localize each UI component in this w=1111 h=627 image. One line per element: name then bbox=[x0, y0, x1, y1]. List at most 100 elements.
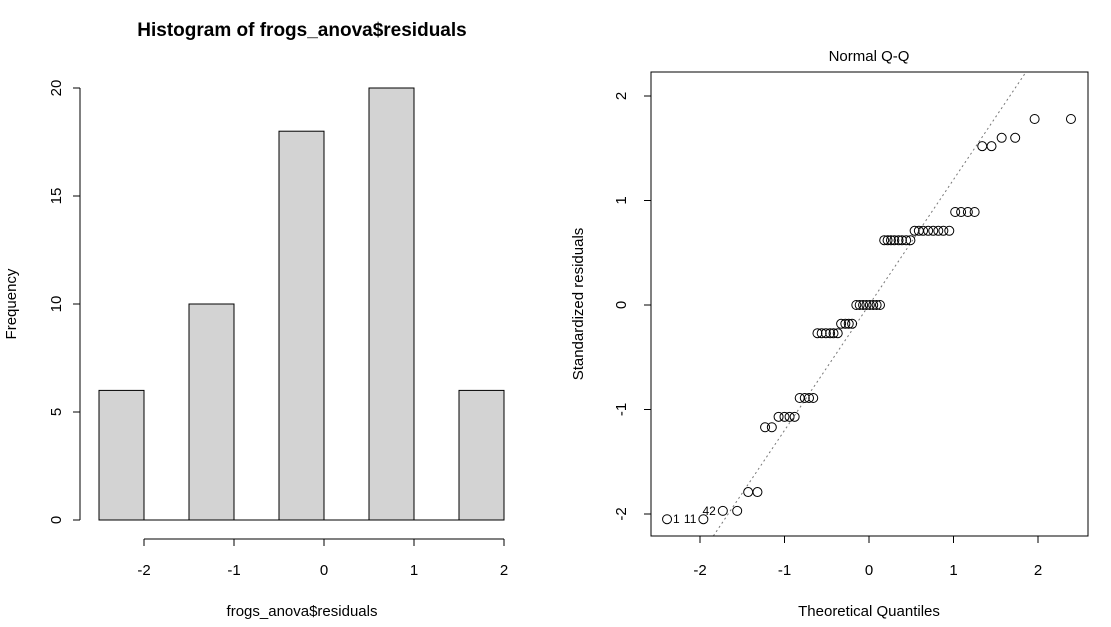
histogram-x-tick-label: 2 bbox=[500, 562, 508, 579]
qq-point bbox=[847, 318, 858, 329]
histogram-x-tick-label: -1 bbox=[227, 562, 240, 579]
qq-y-tick-label: -2 bbox=[613, 507, 630, 520]
qq-x-tick-label: 0 bbox=[865, 562, 873, 579]
qq-point-label: 11 bbox=[684, 512, 697, 526]
histogram-bars bbox=[98, 87, 505, 521]
qq-point bbox=[732, 505, 743, 516]
histogram-panel: Histogram of frogs_anova$residuals -2 -1 0… bbox=[3, 20, 508, 620]
histogram-y-tick-label: 10 bbox=[48, 296, 65, 313]
qq-point bbox=[923, 225, 934, 236]
histogram-x-tick-label: -2 bbox=[137, 562, 150, 579]
qq-x-tick-label: 2 bbox=[1034, 562, 1042, 579]
qq-point bbox=[962, 206, 973, 217]
qq-point bbox=[901, 235, 912, 246]
qq-point bbox=[950, 206, 961, 217]
qq-point bbox=[820, 328, 831, 339]
qq-point bbox=[843, 318, 854, 329]
qq-point bbox=[717, 505, 728, 516]
histogram-bar bbox=[458, 389, 505, 521]
qq-point bbox=[784, 411, 795, 422]
qq-points bbox=[662, 113, 1076, 525]
qq-x-tick-label: -1 bbox=[778, 562, 791, 579]
qq-point bbox=[851, 300, 862, 310]
histogram-x-axis-title: frogs_anova$residuals bbox=[227, 603, 378, 620]
qq-point bbox=[773, 411, 784, 422]
qq-point bbox=[858, 300, 869, 310]
qq-point bbox=[779, 411, 790, 422]
qq-point bbox=[868, 300, 879, 310]
histogram-y-tick-label: 15 bbox=[48, 188, 65, 205]
histogram-y-axis: 0 5 10 15 20 bbox=[48, 80, 81, 524]
qq-point bbox=[879, 235, 890, 246]
qq-y-tick-label: 1 bbox=[613, 196, 630, 204]
histogram-y-tick-label: 0 bbox=[48, 516, 65, 524]
histogram-y-tick-label: 20 bbox=[48, 80, 65, 97]
qq-point bbox=[804, 393, 815, 404]
qq-point bbox=[909, 225, 920, 236]
qq-x-axis: -2 -1 0 1 2 bbox=[693, 535, 1042, 579]
qq-y-axis: -2 -1 0 1 2 bbox=[613, 92, 651, 521]
qq-x-axis-title: Theoretical Quantiles bbox=[798, 603, 940, 620]
qq-point bbox=[882, 235, 893, 246]
histogram-y-tick-label: 5 bbox=[48, 408, 65, 416]
qq-point bbox=[864, 300, 875, 310]
qq-point-label: 42 bbox=[702, 504, 716, 518]
qq-point bbox=[885, 235, 896, 246]
qq-point bbox=[698, 514, 709, 525]
histogram-bar bbox=[188, 303, 235, 521]
qq-point bbox=[808, 393, 819, 404]
qq-point bbox=[896, 235, 907, 246]
qq-point bbox=[854, 300, 865, 310]
qq-point-label: 1 bbox=[673, 512, 680, 526]
qq-point bbox=[816, 328, 827, 339]
qq-reference-line bbox=[712, 71, 1027, 537]
qq-point bbox=[871, 300, 882, 310]
qq-point bbox=[861, 300, 872, 310]
qq-point bbox=[944, 225, 955, 236]
histogram-bar bbox=[368, 87, 415, 521]
histogram-bar bbox=[278, 130, 325, 521]
qq-point bbox=[789, 411, 800, 422]
qq-point bbox=[938, 225, 949, 236]
qq-point bbox=[969, 206, 980, 217]
qq-point bbox=[996, 132, 1007, 143]
qq-point bbox=[905, 235, 916, 246]
qq-point bbox=[918, 225, 929, 236]
qq-point bbox=[956, 206, 967, 217]
qq-point bbox=[832, 328, 843, 339]
qq-point bbox=[893, 235, 904, 246]
qq-point bbox=[933, 225, 944, 236]
histogram-title: Histogram of frogs_anova$residuals bbox=[137, 20, 466, 41]
qq-y-tick-label: 0 bbox=[613, 301, 630, 309]
qq-point bbox=[1029, 113, 1040, 124]
qq-y-tick-label: 2 bbox=[613, 92, 630, 100]
qq-point bbox=[828, 328, 839, 339]
histogram-x-axis: -2 -1 0 1 2 bbox=[137, 538, 508, 579]
qq-y-axis-title: Standardized residuals bbox=[570, 228, 587, 381]
qq-point bbox=[1010, 132, 1021, 143]
qq-plot-title: Normal Q-Q bbox=[829, 48, 910, 65]
qq-point bbox=[836, 318, 847, 329]
qq-point bbox=[1065, 113, 1076, 124]
qq-point bbox=[766, 422, 777, 433]
histogram-bar bbox=[98, 389, 145, 521]
qq-x-tick-label: 1 bbox=[949, 562, 957, 579]
qq-point bbox=[840, 318, 851, 329]
qq-point bbox=[874, 300, 885, 310]
qq-y-tick-label: -1 bbox=[613, 403, 630, 416]
qq-point bbox=[825, 328, 836, 339]
qq-point bbox=[760, 422, 771, 433]
qq-point bbox=[799, 393, 810, 404]
histogram-x-tick-label: 1 bbox=[410, 562, 418, 579]
qq-point bbox=[662, 514, 673, 525]
qq-point bbox=[986, 141, 997, 152]
qq-point bbox=[889, 235, 900, 246]
qq-point bbox=[752, 487, 763, 498]
histogram-y-axis-title: Frequency bbox=[3, 268, 20, 339]
qq-point bbox=[928, 225, 939, 236]
